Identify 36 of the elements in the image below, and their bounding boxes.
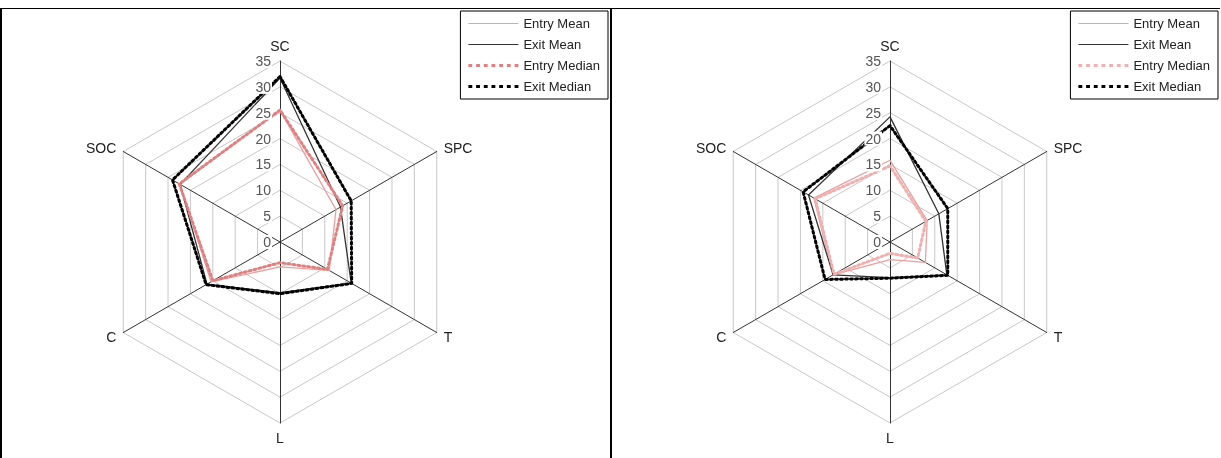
y-tick-label: 30 [865, 78, 882, 95]
spoke-label: SPC [1053, 139, 1083, 156]
y-tick-label: 15 [865, 156, 882, 173]
y-tick-label: 15 [255, 156, 272, 173]
y-tick-label: 25 [865, 104, 882, 121]
spoke-label: SOC [85, 139, 117, 156]
spoke-label: SOC [695, 139, 727, 156]
legend-label: Exit Median [523, 79, 592, 94]
legend-label: Entry Median [1133, 58, 1210, 73]
spoke-label: SPC [443, 139, 473, 156]
y-tick-label: 35 [255, 53, 272, 69]
y-tick-label: 0 [873, 234, 882, 250]
y-tick-label: 5 [263, 208, 272, 225]
legend-label: Exit Mean [523, 37, 582, 52]
spoke-label: SC [880, 38, 900, 54]
spoke-label: L [886, 430, 895, 446]
legend-label: Exit Mean [1133, 37, 1192, 52]
spoke-label: T [1053, 328, 1063, 345]
y-tick-label: 5 [873, 208, 882, 225]
y-tick-label: 10 [865, 182, 882, 199]
y-tick-label: 30 [255, 78, 272, 95]
spoke-label: C [106, 328, 117, 345]
y-tick-label: 10 [255, 182, 272, 199]
spoke-label: L [276, 430, 285, 446]
y-tick-label: 35 [865, 53, 882, 69]
y-tick-label: 20 [865, 130, 882, 147]
y-tick-label: 25 [255, 104, 272, 121]
legend-label: Entry Median [523, 58, 600, 73]
spoke-label: C [716, 328, 727, 345]
y-tick-label: 20 [255, 130, 272, 147]
legend-label: Exit Median [1133, 79, 1202, 94]
legend-label: Entry Mean [1133, 16, 1200, 31]
legend-label: Entry Mean [523, 16, 590, 31]
spoke-label: SC [270, 38, 290, 54]
y-tick-label: 0 [263, 234, 272, 250]
spoke-label: T [443, 328, 453, 345]
